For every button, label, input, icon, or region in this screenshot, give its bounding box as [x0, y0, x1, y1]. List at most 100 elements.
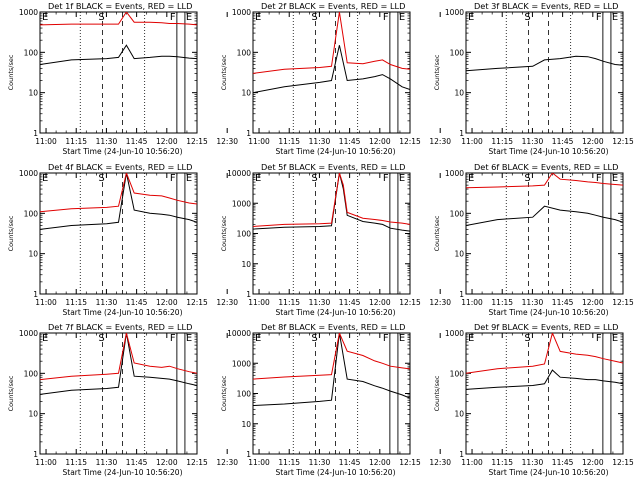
y-tick-label: 1	[459, 450, 464, 459]
marker-label-f: F	[596, 12, 602, 23]
x-tick-label: 11:00	[35, 137, 57, 146]
marker-label-s: S	[311, 333, 317, 344]
panel-7: Det 7f BLACK = Events, RED = LLD 1 10 100 10…	[7, 322, 238, 477]
series-line-a	[40, 173, 197, 230]
series-line-b	[40, 12, 197, 26]
x-tick-label: 11:00	[248, 458, 270, 467]
plot-frame	[465, 172, 624, 295]
x-tick-label: 11:30	[96, 298, 118, 307]
x-tick-label: 11:00	[461, 298, 483, 307]
x-tick-label: 11:30	[522, 298, 544, 307]
y-tick-label: 10	[454, 89, 464, 98]
marker-label-s: S	[311, 12, 317, 23]
marker-label-s: S	[98, 173, 104, 184]
marker-label-s: S	[98, 333, 104, 344]
marker-label-s: S	[98, 12, 104, 23]
marker-label-e: E	[42, 333, 48, 344]
series-line-b	[253, 12, 410, 74]
x-tick-label: 12:15	[186, 298, 208, 307]
marker-label-e: E	[42, 173, 48, 184]
series-line-b	[466, 333, 623, 374]
series-line-a	[253, 45, 410, 94]
x-axis-label: Start Time (24-Jun-10 10:56:20)	[63, 468, 183, 477]
marker-label-f: F	[383, 12, 389, 23]
x-tick-label: 11:00	[248, 298, 270, 307]
x-tick-label: 11:45	[552, 137, 574, 146]
plot-frame	[252, 332, 411, 455]
y-tick-label: 1000	[19, 329, 38, 338]
panel-1: Det 1f BLACK = Events, RED = LLD 1 10 100 10…	[7, 1, 238, 156]
series-line-a	[466, 369, 623, 390]
y-tick-label: 1	[459, 290, 464, 299]
plot-frame	[39, 172, 198, 295]
x-axis-label: Start Time (24-Jun-10 10:56:20)	[63, 308, 183, 317]
x-tick-label: 12:30	[216, 137, 238, 146]
y-tick-label: 100	[24, 48, 39, 57]
panel-title: Det 6f BLACK = Events, RED = LLD	[474, 162, 618, 172]
series-line-b	[40, 333, 197, 381]
plot-frame	[252, 172, 411, 295]
x-tick-label: 11:45	[126, 298, 148, 307]
x-tick-label: 11:45	[126, 458, 148, 467]
series-line-a	[40, 333, 197, 395]
x-axis-label: Start Time (24-Jun-10 10:56:20)	[276, 308, 396, 317]
marker-label-s: S	[524, 333, 530, 344]
panel-title: Det 1f BLACK = Events, RED = LLD	[48, 1, 192, 11]
y-axis-label: Counts/sec	[433, 215, 441, 251]
marker-label-e: E	[186, 333, 192, 344]
y-axis-label: Counts/sec	[220, 54, 228, 90]
y-tick-label: 1000	[19, 169, 38, 178]
marker-label-e: E	[468, 12, 474, 23]
series-line-a	[253, 173, 410, 232]
x-axis-label: Start Time (24-Jun-10 10:56:20)	[276, 468, 396, 477]
y-tick-label: 1000	[445, 169, 464, 178]
x-tick-label: 11:15	[278, 458, 300, 467]
x-tick-label: 11:00	[248, 137, 270, 146]
x-axis-label: Start Time (24-Jun-10 10:56:20)	[276, 147, 396, 156]
x-tick-label: 11:00	[35, 298, 57, 307]
x-tick-label: 11:30	[96, 458, 118, 467]
series-line-a	[466, 55, 623, 72]
y-axis-label: Counts/sec	[7, 54, 15, 90]
x-tick-label: 12:15	[399, 137, 421, 146]
panel-9: Det 9f BLACK = Events, RED = LLD 1 10 100 10…	[433, 322, 634, 477]
y-tick-label: 1	[246, 129, 251, 138]
panel-title: Det 8f BLACK = Events, RED = LLD	[261, 322, 405, 332]
y-axis-label: Counts/sec	[220, 215, 228, 251]
y-tick-label: 100	[237, 230, 252, 239]
marker-label-e: E	[255, 12, 261, 23]
x-tick-label: 12:15	[612, 137, 634, 146]
y-tick-label: 1	[33, 129, 38, 138]
x-tick-label: 12:15	[399, 458, 421, 467]
marker-label-f: F	[170, 12, 176, 23]
y-tick-label: 1	[246, 290, 251, 299]
panel-5: Det 5f BLACK = Events, RED = LLD 1 10 100 10…	[220, 162, 451, 317]
marker-label-f: F	[596, 333, 602, 344]
x-tick-label: 11:30	[96, 137, 118, 146]
series-line-b	[466, 173, 623, 189]
y-tick-label: 1000	[445, 8, 464, 17]
x-tick-label: 11:15	[491, 298, 513, 307]
series-line-b	[253, 333, 410, 380]
plot-frame	[465, 11, 624, 134]
y-tick-label: 100	[450, 209, 465, 218]
y-tick-label: 10	[28, 250, 38, 259]
y-tick-label: 10000	[227, 329, 251, 338]
x-tick-label: 12:15	[399, 298, 421, 307]
x-tick-label: 11:30	[522, 458, 544, 467]
x-tick-label: 11:30	[309, 458, 331, 467]
x-tick-label: 12:30	[429, 137, 451, 146]
x-tick-label: 11:15	[491, 137, 513, 146]
marker-label-e: E	[186, 12, 192, 23]
panel-title: Det 7f BLACK = Events, RED = LLD	[48, 322, 192, 332]
y-tick-label: 10	[454, 410, 464, 419]
y-axis-label: Counts/sec	[220, 375, 228, 411]
plot-frame	[39, 11, 198, 134]
panel-3: Det 3f BLACK = Events, RED = LLD 1 10 100 10…	[433, 1, 634, 156]
x-tick-label: 11:45	[339, 458, 361, 467]
series-line-b	[40, 173, 197, 213]
panel-4: Det 4f BLACK = Events, RED = LLD 1 10 100 10…	[7, 162, 238, 317]
marker-label-e: E	[468, 173, 474, 184]
y-tick-label: 10	[241, 89, 251, 98]
y-axis-label: Counts/sec	[7, 375, 15, 411]
